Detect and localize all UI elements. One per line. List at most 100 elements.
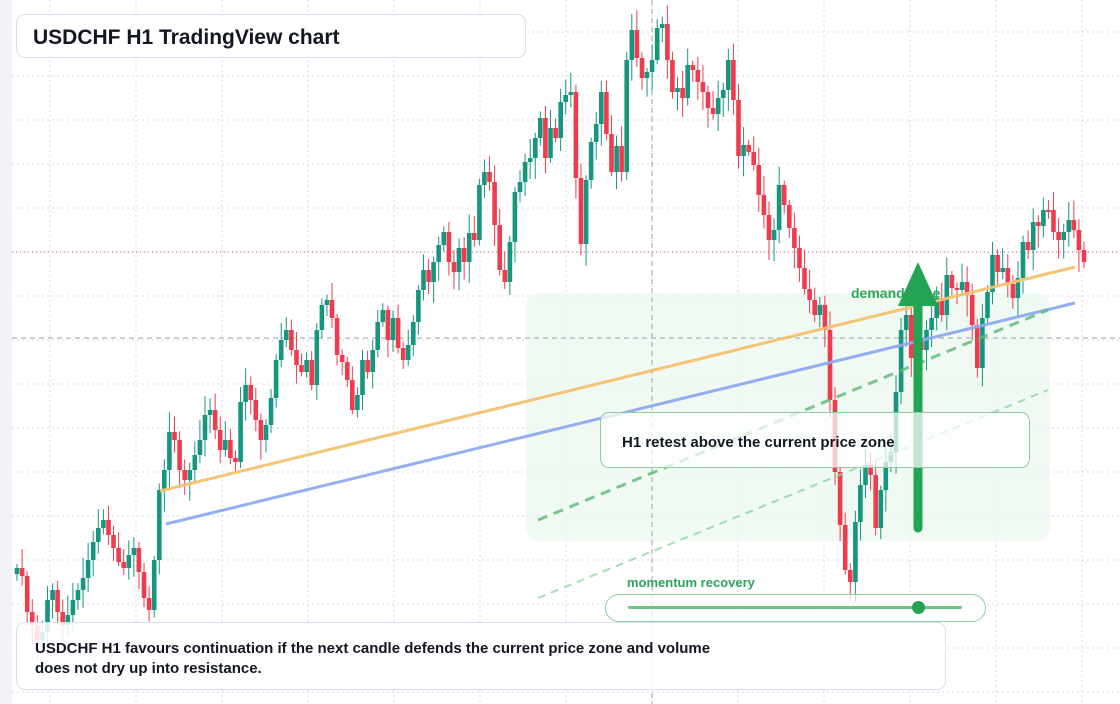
bearish-candle bbox=[212, 410, 218, 430]
bearish-candle bbox=[446, 232, 452, 262]
bearish-candle bbox=[842, 525, 848, 570]
bullish-candle bbox=[70, 600, 76, 615]
bearish-candle bbox=[797, 248, 802, 268]
bearish-candle bbox=[334, 318, 340, 355]
bullish-candle bbox=[548, 128, 553, 158]
bullish-arrow-head bbox=[898, 262, 938, 306]
bearish-candle bbox=[289, 330, 294, 350]
bullish-candle bbox=[263, 425, 269, 440]
bullish-candle bbox=[715, 98, 721, 114]
bullish-candle bbox=[273, 360, 279, 398]
bearish-candle bbox=[1071, 220, 1077, 230]
bearish-candle bbox=[400, 348, 406, 360]
bearish-candle bbox=[781, 185, 787, 205]
bearish-candle bbox=[939, 298, 944, 315]
bullish-candle bbox=[522, 162, 528, 182]
bearish-candle bbox=[19, 568, 25, 576]
bearish-candle bbox=[837, 472, 843, 525]
bearish-candle bbox=[639, 58, 645, 78]
bearish-candle bbox=[258, 420, 264, 440]
bearish-candle bbox=[294, 350, 299, 365]
bearish-candle bbox=[619, 146, 624, 172]
bearish-candle bbox=[680, 88, 685, 98]
bullish-candle bbox=[101, 520, 106, 528]
bullish-candle bbox=[527, 158, 533, 162]
bullish-candle bbox=[278, 340, 284, 360]
bullish-candle bbox=[863, 465, 868, 485]
bearish-candle bbox=[29, 612, 35, 625]
bullish-candle bbox=[202, 415, 208, 440]
bullish-candle bbox=[80, 578, 86, 590]
bearish-candle bbox=[787, 205, 792, 228]
bearish-candle bbox=[751, 152, 756, 165]
chart-title-box: USDCHF H1 TradingView chart bbox=[16, 14, 526, 58]
bearish-candle bbox=[543, 118, 548, 158]
bearish-candle bbox=[848, 570, 853, 582]
bullish-candle bbox=[431, 262, 436, 282]
bullish-candle bbox=[85, 560, 91, 578]
bearish-candle bbox=[1005, 268, 1011, 284]
bullish-candle bbox=[14, 568, 20, 574]
momentum-track bbox=[628, 606, 962, 609]
bullish-candle bbox=[197, 440, 203, 455]
bullish-candle bbox=[614, 146, 619, 172]
momentum-knob[interactable] bbox=[912, 601, 926, 614]
analysis-note-box: USDCHF H1 favours continuation if the ne… bbox=[16, 622, 946, 690]
bearish-candle bbox=[736, 100, 741, 156]
bullish-candle bbox=[675, 88, 680, 92]
bullish-candle bbox=[390, 318, 396, 340]
bullish-candle bbox=[944, 275, 950, 315]
bullish-candle bbox=[1041, 210, 1046, 226]
bearish-candle bbox=[1025, 242, 1031, 250]
bearish-candle bbox=[299, 365, 304, 372]
bullish-candle bbox=[1061, 232, 1066, 240]
bearish-candle bbox=[873, 475, 878, 528]
bullish-candle bbox=[187, 470, 193, 480]
bearish-candle bbox=[690, 65, 696, 70]
bearish-candle bbox=[217, 430, 223, 450]
bearish-candle bbox=[975, 325, 980, 368]
bearish-candle bbox=[1036, 222, 1041, 226]
bearish-candle bbox=[24, 576, 30, 612]
bullish-candle bbox=[75, 590, 81, 600]
bearish-candle bbox=[461, 248, 467, 262]
bullish-candle bbox=[721, 90, 726, 98]
bullish-candle bbox=[771, 230, 777, 240]
bullish-candle bbox=[959, 282, 965, 290]
bullish-candle bbox=[482, 172, 487, 185]
bullish-candle bbox=[726, 60, 731, 90]
bullish-candle bbox=[568, 92, 574, 95]
bullish-candle bbox=[883, 462, 889, 490]
bearish-candle bbox=[553, 128, 558, 138]
bearish-candle bbox=[451, 262, 457, 272]
bullish-candle bbox=[96, 528, 101, 542]
bearish-candle bbox=[954, 288, 960, 290]
bullish-candle bbox=[985, 292, 990, 318]
bearish-candle bbox=[766, 215, 772, 240]
bearish-candle bbox=[792, 228, 797, 248]
bearish-candle bbox=[309, 360, 314, 385]
bullish-candle bbox=[223, 440, 228, 450]
bullish-candle bbox=[238, 402, 243, 462]
bullish-candle bbox=[421, 270, 426, 290]
retest-text: H1 retest above the current price zone bbox=[622, 434, 895, 451]
bullish-candle bbox=[685, 65, 690, 98]
bullish-candle bbox=[741, 145, 746, 156]
bearish-candle bbox=[578, 178, 584, 244]
bearish-candle bbox=[502, 270, 508, 282]
bearish-candle bbox=[146, 598, 152, 610]
bearish-candle bbox=[487, 172, 492, 182]
bearish-candle bbox=[60, 612, 65, 625]
bullish-candle bbox=[898, 330, 904, 392]
bullish-candle bbox=[436, 245, 441, 262]
bearish-candle bbox=[1056, 232, 1061, 240]
bullish-candle bbox=[304, 360, 309, 372]
bullish-candle bbox=[660, 24, 665, 28]
bullish-candle bbox=[319, 305, 325, 330]
bearish-candle bbox=[111, 535, 116, 548]
bullish-candle bbox=[558, 102, 563, 138]
bullish-candle bbox=[466, 233, 472, 262]
bullish-candle bbox=[243, 385, 248, 402]
bullish-candle bbox=[538, 118, 543, 138]
bullish-candle bbox=[654, 28, 660, 60]
